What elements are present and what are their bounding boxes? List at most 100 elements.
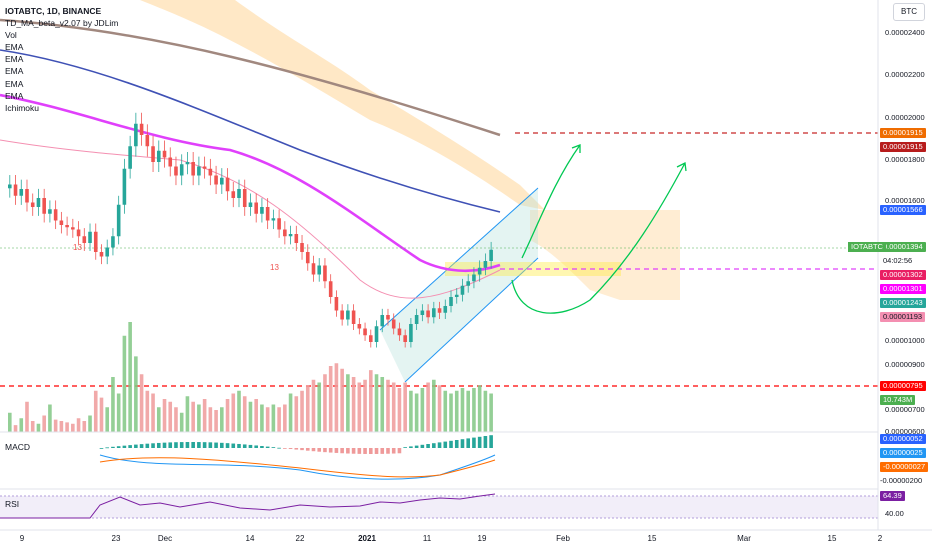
candle-body bbox=[380, 315, 385, 327]
macd-hist-bar bbox=[443, 441, 448, 448]
volume-bar bbox=[156, 407, 161, 432]
macd-pane[interactable] bbox=[99, 435, 496, 480]
candle-body bbox=[403, 335, 407, 342]
candle-body bbox=[65, 225, 69, 228]
candle-body bbox=[19, 189, 24, 196]
candle-body bbox=[397, 328, 402, 336]
macd-hist-bar bbox=[311, 448, 316, 452]
candle-body bbox=[225, 177, 230, 192]
rsi-band bbox=[0, 496, 878, 518]
price-tick-2000: 0.00002000 bbox=[885, 113, 925, 122]
candle-body bbox=[328, 281, 333, 297]
candle-body bbox=[340, 310, 344, 320]
candle-body bbox=[311, 263, 316, 275]
macd-hist-bar bbox=[237, 443, 241, 448]
volume-bar bbox=[191, 401, 195, 432]
candles-group bbox=[8, 112, 493, 348]
volume-bar bbox=[437, 385, 442, 432]
macd-hist-bar bbox=[128, 445, 132, 448]
candle-body bbox=[139, 123, 144, 135]
macd-hist-bar bbox=[403, 447, 407, 448]
candle-body bbox=[317, 265, 322, 275]
candle-body bbox=[357, 324, 362, 329]
volume-bar bbox=[99, 397, 104, 432]
macd-hist-bar bbox=[116, 446, 121, 448]
x-tick-1: 23 bbox=[111, 534, 121, 543]
candle-body bbox=[351, 310, 356, 324]
candle-body bbox=[254, 202, 258, 214]
candle-body bbox=[214, 175, 218, 185]
macd-hist-bar bbox=[145, 443, 150, 448]
macd-label[interactable]: MACD bbox=[5, 442, 31, 452]
currency-button[interactable]: BTC bbox=[893, 3, 925, 21]
legend-indicator-vol[interactable]: Vol bbox=[5, 30, 17, 41]
macd-hist-bar bbox=[179, 442, 184, 448]
rsi-pane[interactable] bbox=[0, 493, 878, 519]
ema-50-line bbox=[0, 93, 501, 273]
legend-symbol[interactable]: IOTABTC, 1D, BINANCE bbox=[5, 6, 102, 16]
candle-body bbox=[134, 123, 138, 147]
candle-body bbox=[48, 209, 52, 214]
macd-hist-bar bbox=[208, 442, 213, 448]
volume-bar bbox=[294, 396, 299, 432]
legend-indicator-ema1[interactable]: EMA bbox=[5, 42, 24, 53]
candle-body bbox=[82, 236, 87, 243]
macd-hist-bar bbox=[168, 442, 173, 448]
legend-indicator-ema5[interactable]: EMA bbox=[5, 90, 24, 101]
volume-bar bbox=[202, 399, 207, 432]
volume-bar bbox=[25, 401, 29, 432]
volume-bar bbox=[288, 393, 293, 432]
candle-body bbox=[426, 310, 430, 318]
volume-bar bbox=[237, 390, 241, 432]
macd-hist-bar bbox=[363, 448, 367, 454]
macd-hist-bar bbox=[202, 442, 207, 448]
macd-hist-bar bbox=[386, 448, 390, 454]
volume-bar bbox=[197, 404, 201, 432]
volume-bar bbox=[122, 335, 127, 432]
macd-hist-bar bbox=[111, 446, 115, 448]
macd-hist-bar bbox=[248, 444, 253, 448]
macd-line bbox=[99, 454, 496, 480]
macd-hist-bar bbox=[300, 448, 304, 451]
macd-hist-bar bbox=[472, 437, 476, 448]
price-tick-2200: 0.00002200 bbox=[885, 70, 925, 79]
x-tick-7: 19 bbox=[477, 534, 487, 543]
volume-bar bbox=[225, 399, 230, 432]
candle-body bbox=[99, 252, 104, 257]
resistance-box bbox=[445, 262, 621, 276]
volume-group bbox=[8, 322, 493, 432]
candle-body bbox=[283, 229, 287, 237]
volume-bar bbox=[483, 390, 488, 432]
candle-body bbox=[374, 326, 379, 342]
x-tick-5: 2021 bbox=[358, 534, 376, 543]
macd-hist-bar bbox=[99, 448, 104, 449]
ascending-channel bbox=[380, 188, 538, 382]
price-tick-1000: 0.00001000 bbox=[885, 336, 925, 345]
legend-indicator-ichimoku[interactable]: Ichimoku bbox=[5, 102, 40, 113]
macd-hist-bar bbox=[185, 442, 190, 448]
badge-macd-hist: 0.00000052 bbox=[880, 434, 926, 444]
candle-body bbox=[449, 297, 453, 306]
volume-bar bbox=[283, 404, 287, 432]
volume-bar bbox=[242, 396, 247, 432]
rsi-label[interactable]: RSI bbox=[5, 499, 20, 509]
macd-hist-bar bbox=[397, 448, 402, 454]
macd-hist-bar bbox=[466, 438, 470, 448]
volume-bar bbox=[162, 399, 167, 432]
badge-current-price: 0.00001394 bbox=[880, 242, 926, 252]
candle-body bbox=[76, 229, 81, 237]
price-pane[interactable]: 13 13 bbox=[0, 0, 878, 432]
legend-indicator-ema4[interactable]: EMA bbox=[5, 78, 24, 89]
candle-body bbox=[231, 191, 236, 198]
macd-hist-bar bbox=[139, 444, 144, 448]
legend-indicator-td[interactable]: TD_MA_beta_v2.07 by JDLim bbox=[5, 18, 119, 29]
volume-bar bbox=[8, 412, 12, 432]
volume-bar bbox=[300, 390, 304, 432]
legend-indicator-ema2[interactable]: EMA bbox=[5, 54, 24, 65]
macd-signal-line bbox=[99, 457, 496, 478]
candle-body bbox=[25, 189, 29, 203]
volume-bar bbox=[454, 390, 459, 432]
legend-indicator-ema3[interactable]: EMA bbox=[5, 66, 24, 77]
volume-bar bbox=[346, 374, 350, 432]
